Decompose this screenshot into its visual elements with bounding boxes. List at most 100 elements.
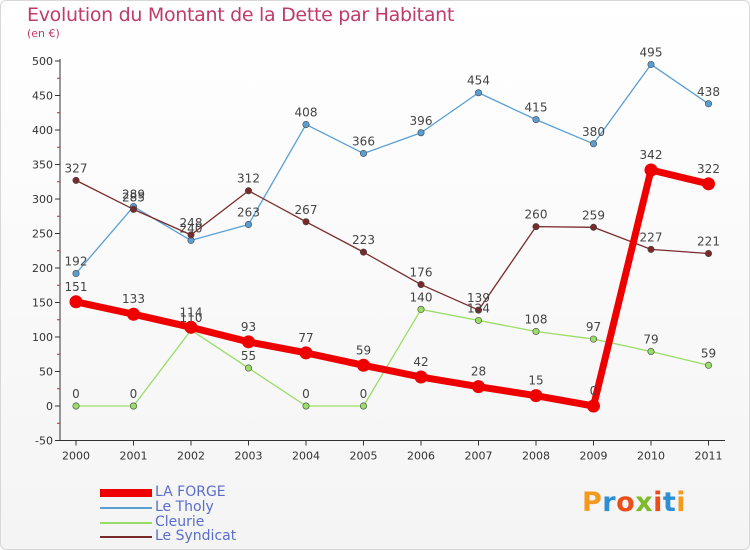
data-label: 221 — [697, 235, 720, 249]
chart-title: Evolution du Montant de la Dette par Hab… — [27, 4, 455, 26]
data-point — [702, 177, 715, 191]
data-label: 110 — [180, 311, 203, 325]
series-line-le-syndicat — [75, 179, 709, 311]
data-point — [532, 223, 540, 231]
data-label: 327 — [65, 161, 88, 175]
data-point — [474, 89, 482, 97]
data-point — [242, 335, 255, 349]
data-point — [417, 305, 425, 313]
data-point — [302, 120, 310, 128]
legend-item: Cleurie — [100, 514, 205, 530]
data-point — [299, 346, 313, 360]
series-line-cleurie — [76, 308, 709, 407]
x-tick-label: 2000 — [62, 450, 90, 463]
data-label: 77 — [298, 331, 313, 345]
data-label: 227 — [640, 230, 663, 244]
logo-letter: P — [582, 487, 603, 518]
data-label: 139 — [467, 291, 490, 305]
legend-label: Cleurie — [155, 514, 205, 530]
data-label: 0 — [302, 387, 310, 401]
data-label: 263 — [237, 206, 260, 220]
data-point — [69, 295, 83, 309]
logo-letter: i — [676, 487, 687, 518]
data-label: 260 — [525, 208, 548, 222]
data-point — [532, 327, 540, 335]
data-label: 0 — [360, 387, 368, 401]
y-tick-label: 50 — [39, 366, 53, 379]
data-label: 248 — [180, 216, 203, 230]
data-label: 15 — [528, 374, 543, 388]
data-point — [130, 205, 138, 213]
legend-swatch — [100, 535, 152, 538]
x-tick-label: 2010 — [637, 450, 665, 463]
y-tick-label: 0 — [46, 400, 53, 413]
data-label: 454 — [467, 74, 490, 88]
data-point — [704, 361, 712, 369]
data-point — [417, 281, 425, 289]
legend-label: Le Syndicat — [155, 528, 237, 544]
series-line-le-tholy — [75, 63, 709, 274]
data-label: 0 — [130, 387, 138, 401]
data-point — [184, 320, 198, 334]
data-label: 415 — [525, 101, 548, 115]
data-point — [704, 100, 712, 108]
data-label: 42 — [413, 355, 428, 369]
data-label: 366 — [352, 134, 375, 148]
data-point — [589, 335, 597, 343]
data-point — [302, 402, 310, 410]
data-label: 97 — [586, 320, 601, 334]
data-point — [647, 347, 655, 355]
legend-swatch — [100, 488, 152, 497]
data-label: 140 — [410, 290, 433, 304]
y-tick-label: 400 — [32, 124, 53, 137]
legend-swatch — [100, 521, 152, 524]
data-label: 408 — [295, 105, 318, 119]
data-point — [359, 248, 367, 256]
data-label: 133 — [122, 292, 145, 306]
data-point — [647, 60, 655, 68]
data-point — [414, 370, 428, 384]
data-label: 176 — [410, 266, 433, 280]
legend-item: Le Tholy — [100, 499, 214, 515]
legend-item: LA FORGE — [100, 485, 226, 499]
data-point — [704, 250, 712, 258]
data-label: 342 — [640, 148, 663, 162]
data-point — [245, 364, 253, 372]
y-tick-label: 350 — [32, 159, 53, 172]
data-label: 93 — [241, 320, 256, 334]
legend-swatch — [100, 506, 152, 509]
logo-letter: i — [653, 487, 663, 518]
data-point — [72, 402, 80, 410]
data-point — [532, 116, 540, 124]
y-tick-label: 200 — [32, 262, 53, 275]
data-label: 396 — [410, 114, 433, 128]
y-tick-label: 500 — [32, 55, 53, 68]
data-point — [187, 231, 195, 239]
data-point — [474, 306, 482, 314]
x-tick-label: 2005 — [350, 450, 378, 463]
data-point — [472, 380, 485, 394]
data-point — [589, 223, 597, 231]
x-tick-label: 2006 — [407, 450, 435, 463]
chart-unit-label: (en €) — [27, 27, 60, 40]
x-tick-label: 2004 — [292, 450, 320, 463]
data-point — [644, 163, 658, 177]
data-label: 192 — [65, 255, 88, 269]
data-point — [587, 399, 600, 413]
series-line-la-forge — [75, 166, 710, 410]
legend-label: Le Tholy — [155, 499, 214, 515]
data-label: 267 — [295, 203, 318, 217]
data-label: 79 — [643, 332, 658, 346]
data-label: 108 — [525, 312, 548, 326]
data-point — [245, 187, 253, 195]
data-point — [529, 389, 543, 403]
y-tick-label: 300 — [32, 193, 53, 206]
data-point — [589, 140, 597, 148]
data-label: 259 — [582, 208, 605, 222]
data-label: 55 — [241, 349, 256, 363]
data-label: 114 — [180, 305, 203, 319]
data-point — [245, 221, 253, 229]
y-tick-label: 450 — [32, 90, 53, 103]
data-label: 59 — [701, 346, 716, 360]
